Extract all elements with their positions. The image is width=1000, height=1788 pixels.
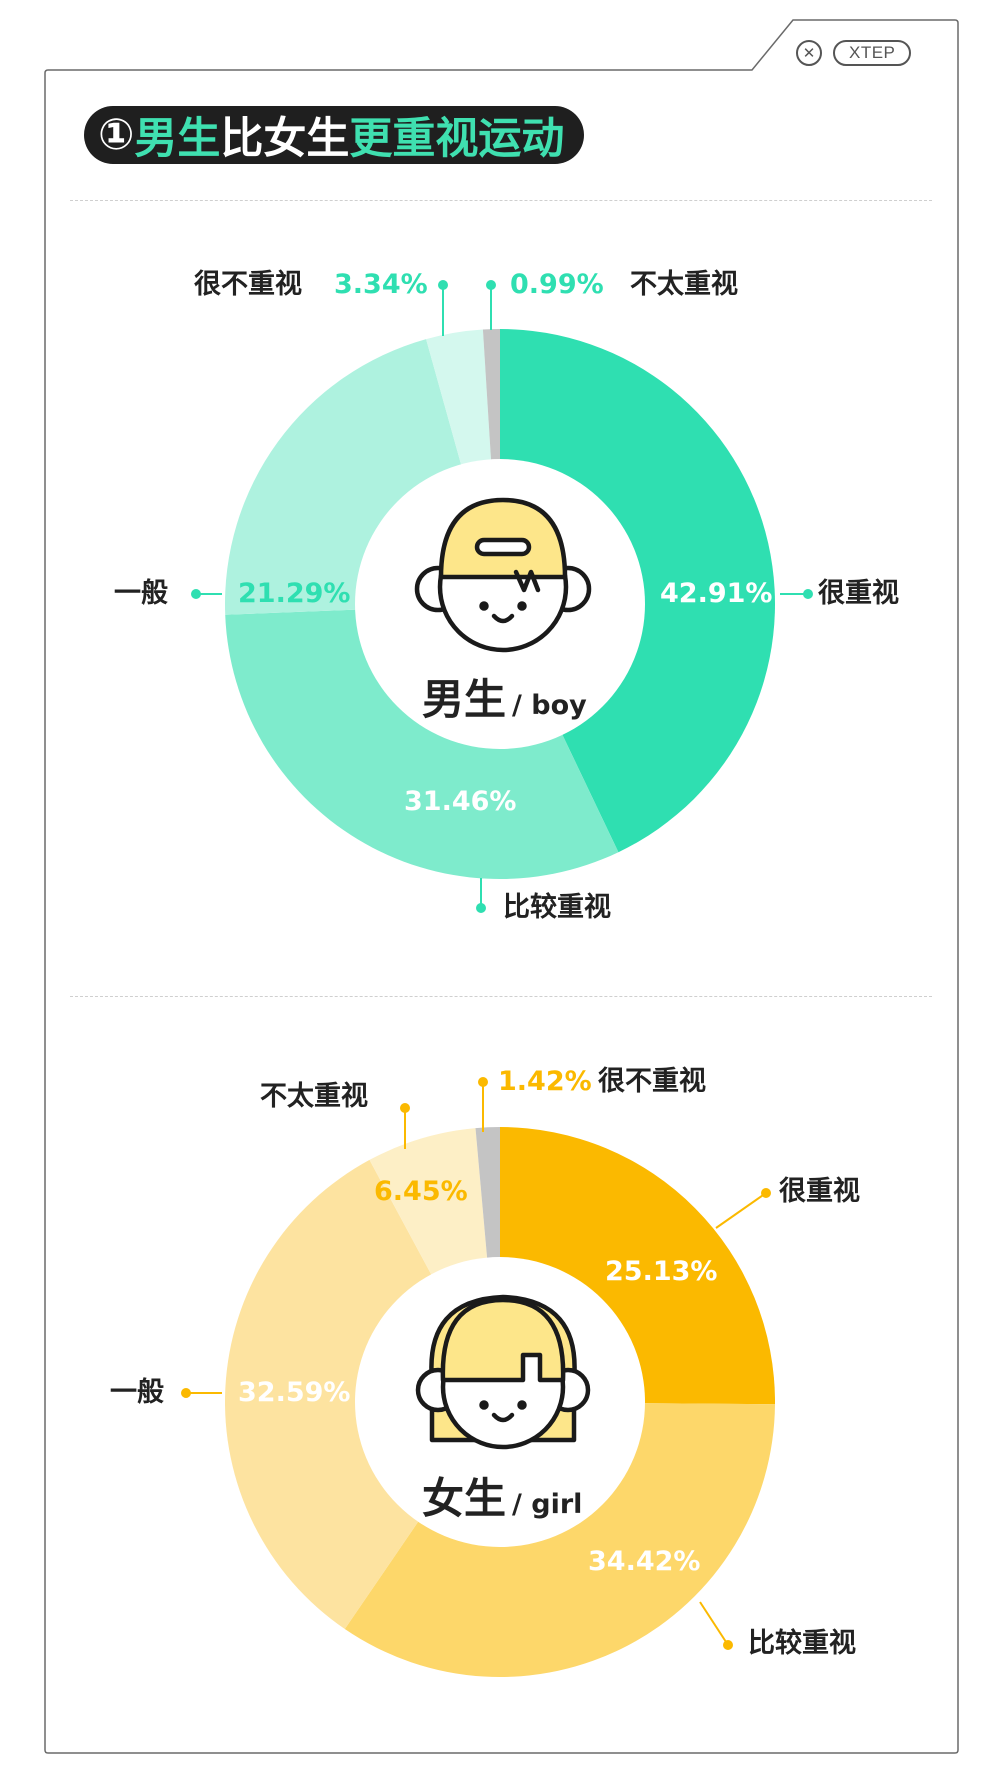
boy-value-not-at-all: 3.34% bbox=[334, 269, 428, 300]
boy-face-icon bbox=[414, 497, 592, 653]
boy-label-not-at-all: 很不重视 bbox=[194, 269, 302, 300]
brand-logo: ✕ XTEP bbox=[796, 38, 942, 68]
boy-value-fairly: 31.46% bbox=[404, 786, 517, 817]
boy-label-fairly: 比较重视 bbox=[503, 892, 611, 923]
girl-value-not-at-all: 1.42% bbox=[498, 1066, 592, 1097]
girl-label-not-at-all: 很不重视 bbox=[598, 1066, 706, 1097]
girl-label-not-very: 不太重视 bbox=[260, 1081, 368, 1112]
girl-center-en: / girl bbox=[512, 1489, 583, 1520]
girl-value-not-very: 6.45% bbox=[374, 1176, 468, 1207]
girl-value-very: 25.13% bbox=[605, 1256, 718, 1287]
girl-center-title: 女生 / girl bbox=[422, 1465, 582, 1526]
girl-value-average: 32.59% bbox=[238, 1377, 351, 1408]
boy-center-title: 男生 / boy bbox=[422, 666, 587, 727]
girl-label-fairly: 比较重视 bbox=[748, 1628, 856, 1659]
brand-name: XTEP bbox=[833, 40, 912, 66]
boy-donut-chart bbox=[191, 280, 813, 913]
boy-value-not-very: 0.99% bbox=[510, 269, 604, 300]
boy-value-average: 21.29% bbox=[238, 578, 351, 609]
boy-leader-lines bbox=[191, 280, 813, 913]
girl-label-average: 一般 bbox=[110, 1377, 164, 1408]
page-title: ① 男生 比女生 更重视运动 bbox=[84, 106, 585, 164]
girl-label-very: 很重视 bbox=[779, 1176, 860, 1207]
girl-face-icon bbox=[415, 1294, 591, 1450]
close-circle-icon: ✕ bbox=[796, 40, 822, 66]
boy-label-average: 一般 bbox=[114, 578, 168, 609]
boy-label-not-very: 不太重视 bbox=[630, 269, 738, 300]
title-compare: 比女生 bbox=[220, 114, 350, 164]
boy-center-en: / boy bbox=[512, 690, 587, 721]
girl-value-fairly: 34.42% bbox=[588, 1546, 701, 1577]
girl-leader-lines bbox=[181, 1077, 771, 1650]
divider-middle bbox=[70, 996, 932, 997]
title-boys: 男生 bbox=[134, 114, 221, 164]
boy-center-name: 男生 bbox=[422, 675, 507, 724]
title-emphasis: 更重视运动 bbox=[349, 114, 565, 164]
girl-slice-1 bbox=[344, 1402, 775, 1677]
boy-label-very: 很重视 bbox=[818, 578, 899, 609]
title-number: ① bbox=[98, 110, 135, 160]
girl-center-name: 女生 bbox=[422, 1474, 507, 1523]
divider-top bbox=[70, 200, 932, 201]
boy-value-very: 42.91% bbox=[660, 578, 773, 609]
